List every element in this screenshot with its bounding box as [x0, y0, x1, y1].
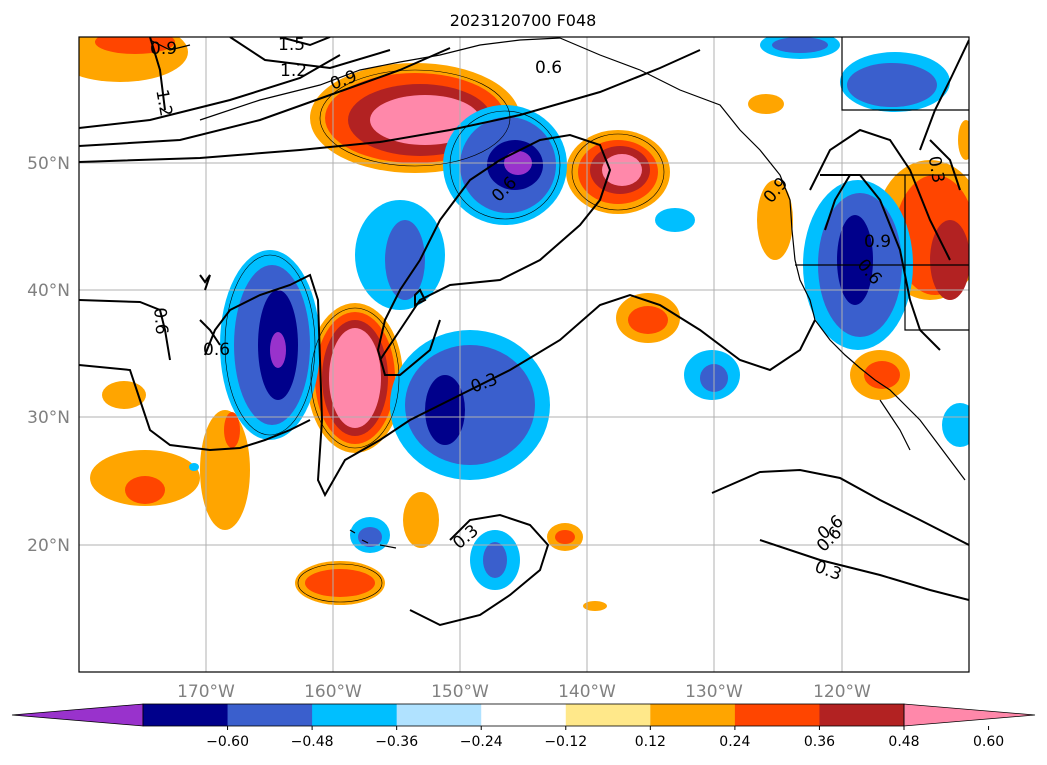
colorbar-tick-labels: −0.60 −0.48 −0.36 −0.24 −0.12 0.12 0.24 0.36 0.4… [206, 734, 1004, 750]
contour-label: 0.6 [203, 340, 230, 360]
lat-label: 50°N [27, 154, 70, 174]
colorbar-tick-label: −0.36 [375, 734, 418, 750]
colorbar-segment [481, 704, 567, 726]
colorbar-tick-label: 0.48 [888, 734, 919, 750]
lat-label: 40°N [27, 281, 70, 301]
contour-label: 1.2 [151, 88, 175, 118]
colorbar-segment [312, 704, 398, 726]
latitude-labels: 50°N 40°N 30°N 20°N [27, 154, 70, 556]
lat-label: 20°N [27, 536, 70, 556]
lon-label: 130°W [685, 682, 743, 702]
contour-label: 0.6 [535, 58, 562, 78]
contour-label: 1.5 [278, 35, 305, 55]
colorbar-tick-label: −0.12 [544, 734, 587, 750]
lat-label: 30°N [27, 408, 70, 428]
colorbar-segment [396, 704, 482, 726]
lon-label: 140°W [558, 682, 616, 702]
lon-label: 150°W [431, 682, 489, 702]
contour-label: 0.9 [864, 232, 891, 252]
colorbar-segment [565, 704, 651, 726]
contour-lines [79, 37, 969, 627]
colorbar-tick-label: 0.36 [804, 734, 835, 750]
colorbar-segment [819, 704, 905, 726]
colorbar-segment [650, 704, 736, 726]
colorbar-tick-label: 0.24 [719, 734, 750, 750]
shading-outlines [224, 69, 665, 603]
colorbar-segment [227, 704, 313, 726]
colorbar-tick-label: 0.12 [635, 734, 666, 750]
colorbar-tick-label: −0.24 [460, 734, 503, 750]
contour-label: 0.6 [149, 307, 171, 336]
colorbar-tick-label: −0.60 [206, 734, 249, 750]
contour-label: 0.3 [924, 155, 948, 185]
colorbar-frame [142, 703, 905, 727]
longitude-labels: 170°W 160°W 150°W 140°W 130°W 120°W [177, 682, 871, 702]
colorbar-min-extend [11, 703, 144, 727]
contour-label: 0.9 [150, 39, 177, 59]
colorbar-segment [143, 704, 229, 726]
colorbar-max-extend [903, 703, 1036, 727]
map-frame [78, 36, 970, 673]
colorbar-tick-label: −0.48 [291, 734, 334, 750]
lon-label: 120°W [813, 682, 871, 702]
figure-title: 2023120700 F048 [450, 11, 597, 30]
contour-label: 1.2 [280, 61, 307, 81]
colorbar-tick-label: 0.60 [973, 734, 1004, 750]
colorbar-segment [734, 704, 820, 726]
lon-label: 160°W [304, 682, 362, 702]
map-area: 0.9 1.5 1.2 0.9 1.2 0.6 0.6 0.9 0.3 0.6 … [79, 35, 969, 672]
colorbar [11, 703, 1036, 730]
lon-label: 170°W [177, 682, 235, 702]
